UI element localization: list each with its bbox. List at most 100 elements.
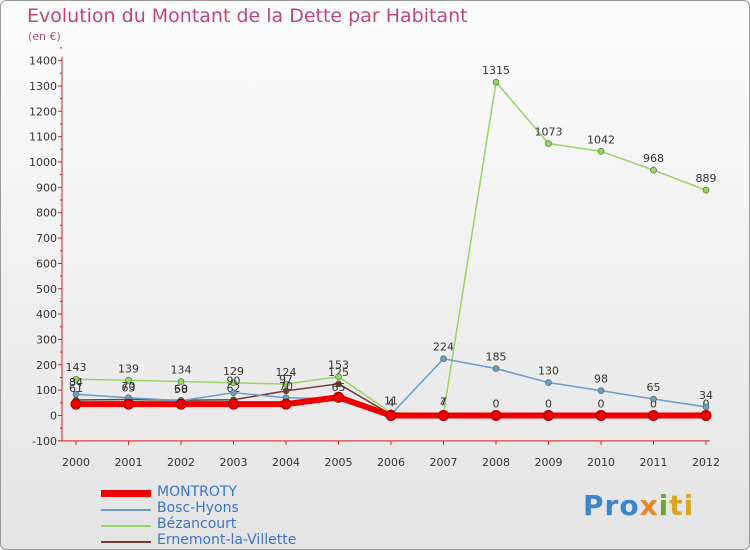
x-tick-label: 2000 bbox=[62, 456, 90, 469]
data-point bbox=[597, 148, 605, 155]
data-label: 4 bbox=[388, 396, 395, 409]
data-point bbox=[282, 387, 290, 395]
data-point bbox=[72, 375, 80, 383]
data-point bbox=[700, 410, 712, 421]
series-montroty bbox=[70, 391, 712, 421]
data-point bbox=[543, 410, 554, 421]
data-label: 98 bbox=[594, 373, 608, 386]
y-tick-label: 1300 bbox=[29, 80, 57, 93]
data-label: 97 bbox=[279, 373, 293, 386]
data-label: 153 bbox=[328, 359, 349, 372]
x-tick-label: 2009 bbox=[535, 456, 563, 469]
data-label: 1042 bbox=[587, 133, 615, 146]
data-label: 0 bbox=[598, 398, 605, 411]
x-tick-label: 2001 bbox=[115, 456, 143, 469]
data-label: 63 bbox=[122, 382, 136, 395]
data-point bbox=[72, 390, 80, 398]
data-label: 125 bbox=[328, 366, 349, 379]
data-point bbox=[177, 378, 185, 385]
data-point bbox=[335, 380, 342, 388]
x-tick-label: 2011 bbox=[640, 456, 668, 469]
x-tick-label: 2003 bbox=[220, 456, 248, 469]
data-label: 143 bbox=[66, 361, 87, 374]
data-label: 84 bbox=[69, 376, 83, 389]
proxiti-logo: Proxiti bbox=[583, 489, 695, 522]
y-tick-label: 1200 bbox=[29, 105, 57, 118]
chart-title: Evolution du Montant de la Dette par Hab… bbox=[27, 5, 468, 27]
data-point bbox=[702, 186, 710, 194]
data-label: 4 bbox=[388, 396, 395, 409]
data-point bbox=[230, 389, 237, 396]
data-point bbox=[438, 410, 449, 421]
y-tick-label: 700 bbox=[36, 232, 57, 245]
data-point bbox=[333, 391, 344, 403]
data-label: 134 bbox=[171, 364, 192, 377]
y-tick-label: 900 bbox=[36, 181, 57, 194]
axes: -100010020030040050060070080090010001100… bbox=[29, 47, 720, 469]
data-point bbox=[492, 365, 500, 372]
data-label: 139 bbox=[118, 362, 139, 375]
x-tick-label: 2002 bbox=[167, 456, 195, 469]
data-label: 0 bbox=[545, 398, 552, 411]
data-point bbox=[545, 140, 552, 147]
data-label: 60 bbox=[174, 382, 188, 395]
data-label: 7 bbox=[440, 396, 447, 409]
series-b-zancourt: 143 139 134 129 124 153 11 7 1315 1073 1042 968 889 bbox=[66, 64, 717, 418]
data-label: 70 bbox=[279, 380, 293, 393]
y-tick-label: -100 bbox=[32, 435, 57, 448]
data-label: 129 bbox=[223, 365, 244, 378]
y-tick-label: 800 bbox=[36, 207, 57, 220]
y-tick-label: 300 bbox=[36, 333, 57, 346]
chart-subtitle: (en €) bbox=[28, 30, 61, 43]
data-label: 61 bbox=[69, 382, 83, 395]
x-tick-label: 2008 bbox=[482, 456, 510, 469]
data-point bbox=[650, 395, 657, 403]
data-label: 70 bbox=[122, 380, 136, 393]
legend-label: Bosc-Hyons bbox=[157, 500, 239, 516]
data-point bbox=[228, 398, 239, 410]
data-point bbox=[595, 410, 607, 421]
data-point bbox=[175, 398, 187, 410]
data-label: 1073 bbox=[535, 125, 563, 138]
x-tick-label: 2004 bbox=[272, 456, 300, 469]
x-tick-label: 2005 bbox=[325, 456, 353, 469]
x-tick-label: 2012 bbox=[692, 456, 720, 469]
y-tick-label: 200 bbox=[36, 359, 57, 372]
data-label: 65 bbox=[332, 381, 346, 394]
data-label: 0 bbox=[493, 398, 500, 411]
data-point bbox=[385, 410, 397, 421]
legend-label: Ernemont-la-Villette bbox=[157, 532, 297, 548]
data-point bbox=[650, 166, 657, 174]
data-label: 90 bbox=[227, 375, 241, 388]
y-tick-label: 1000 bbox=[29, 156, 57, 169]
data-label: 58 bbox=[174, 383, 188, 396]
y-tick-label: 100 bbox=[36, 384, 57, 397]
data-point bbox=[335, 373, 342, 381]
y-tick-label: 600 bbox=[36, 257, 57, 270]
y-tick-label: 1100 bbox=[29, 131, 57, 144]
data-point bbox=[125, 376, 132, 384]
data-label: 224 bbox=[433, 341, 454, 354]
data-label: 968 bbox=[643, 152, 664, 165]
data-label: 889 bbox=[696, 172, 717, 185]
data-label: 124 bbox=[276, 366, 297, 379]
data-point bbox=[702, 403, 710, 411]
data-label: 4 bbox=[440, 396, 447, 409]
data-point bbox=[70, 398, 82, 410]
legend-swatch bbox=[101, 490, 151, 497]
data-label: 1315 bbox=[482, 64, 510, 77]
data-label: 65 bbox=[647, 381, 661, 394]
data-point bbox=[648, 410, 659, 421]
legend-label: Bézancourt bbox=[157, 516, 237, 532]
y-tick-label: 500 bbox=[36, 283, 57, 296]
y-tick-label: 0 bbox=[50, 410, 57, 423]
legend-swatch bbox=[101, 541, 151, 543]
data-label: 185 bbox=[486, 351, 507, 364]
data-label: 130 bbox=[538, 365, 559, 378]
data-point bbox=[490, 410, 502, 421]
y-tick-label: 1400 bbox=[29, 55, 57, 68]
data-point bbox=[545, 379, 552, 386]
y-tick-label: 400 bbox=[36, 308, 57, 321]
